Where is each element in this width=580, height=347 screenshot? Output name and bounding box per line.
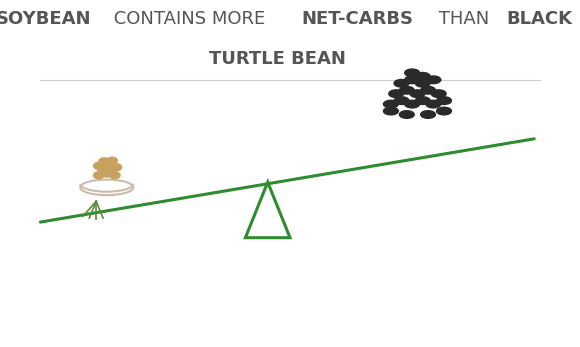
Ellipse shape (420, 111, 436, 118)
Circle shape (102, 170, 112, 177)
Circle shape (110, 172, 120, 179)
Ellipse shape (415, 79, 430, 87)
Ellipse shape (420, 86, 436, 94)
Text: CONTAINS MORE: CONTAINS MORE (108, 10, 271, 28)
Ellipse shape (405, 69, 419, 77)
Ellipse shape (394, 79, 409, 87)
Ellipse shape (383, 107, 398, 115)
Circle shape (107, 157, 117, 164)
Ellipse shape (437, 97, 451, 104)
Circle shape (111, 164, 122, 171)
Ellipse shape (437, 107, 451, 115)
Circle shape (99, 158, 110, 165)
Circle shape (98, 167, 108, 174)
Ellipse shape (400, 111, 414, 118)
Ellipse shape (383, 100, 398, 108)
Text: THAN: THAN (433, 10, 495, 28)
Ellipse shape (415, 97, 430, 104)
Ellipse shape (410, 90, 425, 98)
Circle shape (93, 162, 104, 169)
Ellipse shape (426, 100, 441, 108)
Ellipse shape (426, 76, 441, 84)
Text: SOYBEAN: SOYBEAN (0, 10, 91, 28)
Text: BLACK: BLACK (506, 10, 572, 28)
Ellipse shape (405, 76, 419, 84)
Ellipse shape (394, 97, 409, 104)
Ellipse shape (389, 90, 404, 98)
Circle shape (103, 161, 114, 168)
Ellipse shape (405, 100, 419, 108)
Text: NET-CARBS: NET-CARBS (301, 10, 413, 28)
Ellipse shape (415, 73, 430, 80)
Text: TURTLE BEAN: TURTLE BEAN (209, 50, 346, 68)
Ellipse shape (432, 90, 446, 98)
Ellipse shape (80, 180, 133, 195)
Circle shape (93, 172, 104, 179)
Ellipse shape (400, 86, 414, 94)
Circle shape (105, 166, 116, 173)
